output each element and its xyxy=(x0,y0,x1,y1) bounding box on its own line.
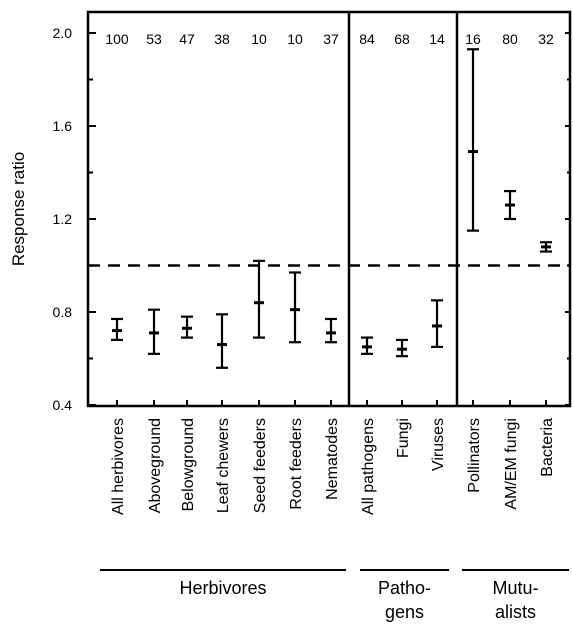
category-label: Nematodes xyxy=(324,418,341,500)
group-label: gens xyxy=(385,602,424,622)
sample-size-label: 10 xyxy=(251,31,267,47)
group-labels: Herbivores Patho-gens Mutu-alists xyxy=(100,569,569,622)
error-bar xyxy=(216,313,228,369)
sample-size-label: 10 xyxy=(287,31,303,47)
sample-size-labels: 100 53 47 38 10 10 37 84 68 14 16 80 32 xyxy=(105,31,554,47)
error-bar xyxy=(361,336,373,355)
group-label: Mutu- xyxy=(492,578,538,598)
sample-size-label: 14 xyxy=(429,31,445,47)
error-bar xyxy=(181,315,193,339)
category-label: Seed feeders xyxy=(252,418,269,513)
category-label: All pathogens xyxy=(360,418,377,515)
sample-size-label: 16 xyxy=(465,31,481,47)
y-tick-label: 0.8 xyxy=(53,304,73,320)
category-label: Belowground xyxy=(180,418,197,511)
sample-size-label: 84 xyxy=(359,31,375,47)
category-label: Bacteria xyxy=(539,418,556,477)
sample-size-label: 53 xyxy=(146,31,162,47)
sample-size-label: 100 xyxy=(105,31,129,47)
y-tick-label: 1.6 xyxy=(53,118,73,134)
sample-size-label: 68 xyxy=(394,31,410,47)
error-bar xyxy=(253,259,265,339)
sample-size-label: 37 xyxy=(323,31,339,47)
error-bar xyxy=(289,271,301,344)
category-label: Root feeders xyxy=(288,418,305,510)
category-label: AM/EM fungi xyxy=(503,418,520,510)
category-label: Fungi xyxy=(395,418,412,458)
category-labels: All herbivores Aboveground Belowground Leaf… xyxy=(110,400,556,515)
category-label: Viruses xyxy=(430,418,447,471)
y-axis-ticks: 0.4 0.8 1.2 1.6 2.0 xyxy=(53,25,570,413)
plot-frame xyxy=(86,10,572,408)
category-label: Pollinators xyxy=(466,418,483,493)
error-bar xyxy=(325,317,337,344)
y-tick-label: 1.2 xyxy=(53,211,73,227)
error-bar xyxy=(111,317,123,341)
group-label: alists xyxy=(495,602,536,622)
category-label: Leaf chewers xyxy=(215,418,232,513)
error-bar xyxy=(148,308,160,355)
category-label: All herbivores xyxy=(110,418,127,515)
group-label: Patho- xyxy=(378,578,431,598)
sample-size-label: 38 xyxy=(214,31,230,47)
sample-size-label: 32 xyxy=(538,31,554,47)
category-label: Aboveground xyxy=(147,418,164,513)
y-tick-label: 0.4 xyxy=(53,397,73,413)
error-bar xyxy=(540,241,552,253)
y-axis-label: Response ratio xyxy=(9,152,28,266)
error-bar xyxy=(504,190,516,221)
error-bar xyxy=(431,299,443,348)
plot-frame-group xyxy=(86,10,572,408)
error-bars xyxy=(111,48,552,369)
sample-size-label: 47 xyxy=(179,31,195,47)
error-bar xyxy=(396,338,408,358)
group-label: Herbivores xyxy=(179,578,266,598)
sample-size-label: 80 xyxy=(502,31,518,47)
y-tick-label: 2.0 xyxy=(53,25,73,41)
error-bar xyxy=(467,48,479,232)
